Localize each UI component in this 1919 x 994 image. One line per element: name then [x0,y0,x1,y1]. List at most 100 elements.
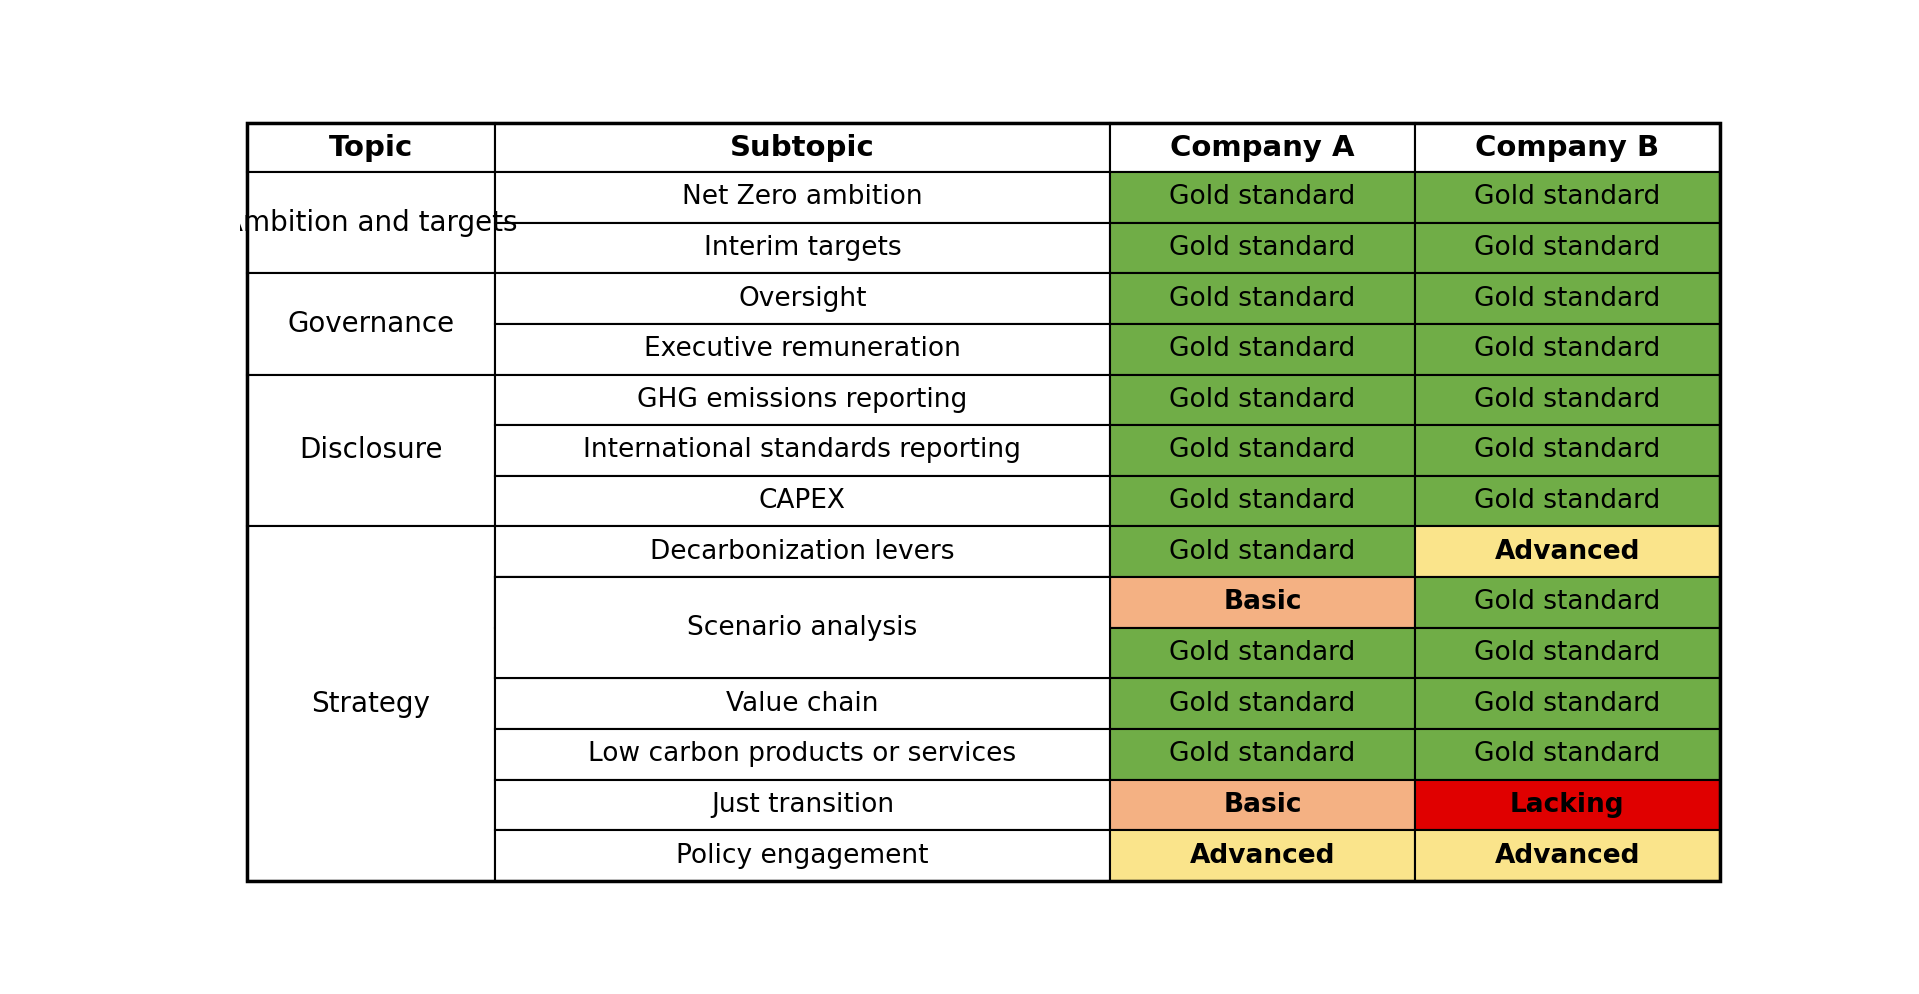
Bar [1109,678,1414,729]
Text: Gold standard: Gold standard [1474,640,1660,666]
Bar [1414,172,1719,223]
Text: Gold standard: Gold standard [1169,184,1355,211]
Bar [1109,375,1414,425]
Text: GHG emissions reporting: GHG emissions reporting [637,387,967,413]
Text: Advanced: Advanced [1495,539,1641,565]
Bar [1109,425,1414,476]
Bar [495,476,1109,527]
Bar [1414,425,1719,476]
Text: Gold standard: Gold standard [1169,742,1355,767]
Bar [1109,578,1414,627]
Text: Gold standard: Gold standard [1474,235,1660,261]
Text: Governance: Governance [288,310,455,338]
Text: Topic: Topic [328,133,413,162]
Bar [1414,627,1719,678]
Bar [495,779,1109,830]
Bar [495,678,1109,729]
Text: Gold standard: Gold standard [1169,336,1355,362]
Bar [1109,324,1414,375]
Text: Ambition and targets: Ambition and targets [225,209,518,237]
Bar [1414,830,1719,881]
Bar [495,172,1109,223]
Text: Advanced: Advanced [1190,843,1336,869]
Text: Gold standard: Gold standard [1474,742,1660,767]
Bar [495,527,1109,578]
Bar [1109,172,1414,223]
Bar [495,830,1109,881]
Bar [1414,223,1719,273]
Text: Gold standard: Gold standard [1169,539,1355,565]
Bar [495,273,1109,324]
Bar [1414,578,1719,627]
Text: Lacking: Lacking [1510,792,1625,818]
Bar [248,527,495,881]
Bar [495,627,1109,678]
Bar [495,223,1109,273]
Bar [1109,223,1414,273]
Text: Gold standard: Gold standard [1474,184,1660,211]
Text: Disclosure: Disclosure [299,436,443,464]
Bar [1414,375,1719,425]
Text: Gold standard: Gold standard [1169,387,1355,413]
Text: Gold standard: Gold standard [1474,691,1660,717]
Text: Gold standard: Gold standard [1169,640,1355,666]
Bar [495,578,1109,627]
Bar [248,375,495,527]
Bar [248,172,495,273]
Text: Gold standard: Gold standard [1474,336,1660,362]
Text: Scenario analysis: Scenario analysis [687,614,917,641]
Bar [495,578,1109,678]
Text: Gold standard: Gold standard [1474,437,1660,463]
Text: Gold standard: Gold standard [1169,285,1355,311]
Text: Strategy: Strategy [311,690,430,718]
Bar [1109,476,1414,527]
Bar [1414,123,1719,172]
Text: Interim targets: Interim targets [704,235,902,261]
Text: Company A: Company A [1171,133,1355,162]
Text: Gold standard: Gold standard [1169,691,1355,717]
Text: Value chain: Value chain [725,691,879,717]
Bar [1414,678,1719,729]
Bar [1414,779,1719,830]
Bar [1414,273,1719,324]
Text: Low carbon products or services: Low carbon products or services [589,742,1017,767]
Bar [495,425,1109,476]
Text: Company B: Company B [1476,133,1660,162]
Bar [495,729,1109,779]
Bar [1414,324,1719,375]
Text: Gold standard: Gold standard [1169,437,1355,463]
Text: International standards reporting: International standards reporting [583,437,1021,463]
Text: Gold standard: Gold standard [1169,235,1355,261]
Text: Subtopic: Subtopic [729,133,875,162]
Bar [248,273,495,375]
Text: Gold standard: Gold standard [1474,488,1660,514]
Bar [1109,527,1414,578]
Bar [1109,123,1414,172]
Bar [495,123,1109,172]
Text: Executive remuneration: Executive remuneration [645,336,961,362]
Bar [1414,527,1719,578]
Bar [495,375,1109,425]
Text: Scenario analysis: Scenario analysis [687,589,917,615]
Bar [1109,779,1414,830]
Text: Basic: Basic [1222,589,1301,615]
Bar [1109,729,1414,779]
Bar [1109,273,1414,324]
Bar [1109,627,1414,678]
Bar [1414,476,1719,527]
Text: Net Zero ambition: Net Zero ambition [681,184,923,211]
Text: Gold standard: Gold standard [1474,387,1660,413]
Text: CAPEX: CAPEX [758,488,846,514]
Text: Scenario analysis: Scenario analysis [687,640,917,666]
Bar [1109,830,1414,881]
Text: Advanced: Advanced [1495,843,1641,869]
Bar [495,324,1109,375]
Text: Policy engagement: Policy engagement [675,843,929,869]
Text: Oversight: Oversight [739,285,867,311]
Text: Decarbonization levers: Decarbonization levers [651,539,954,565]
Text: Gold standard: Gold standard [1474,285,1660,311]
Text: Basic: Basic [1222,792,1301,818]
Text: Gold standard: Gold standard [1474,589,1660,615]
Bar [1414,729,1719,779]
Bar [248,123,495,172]
